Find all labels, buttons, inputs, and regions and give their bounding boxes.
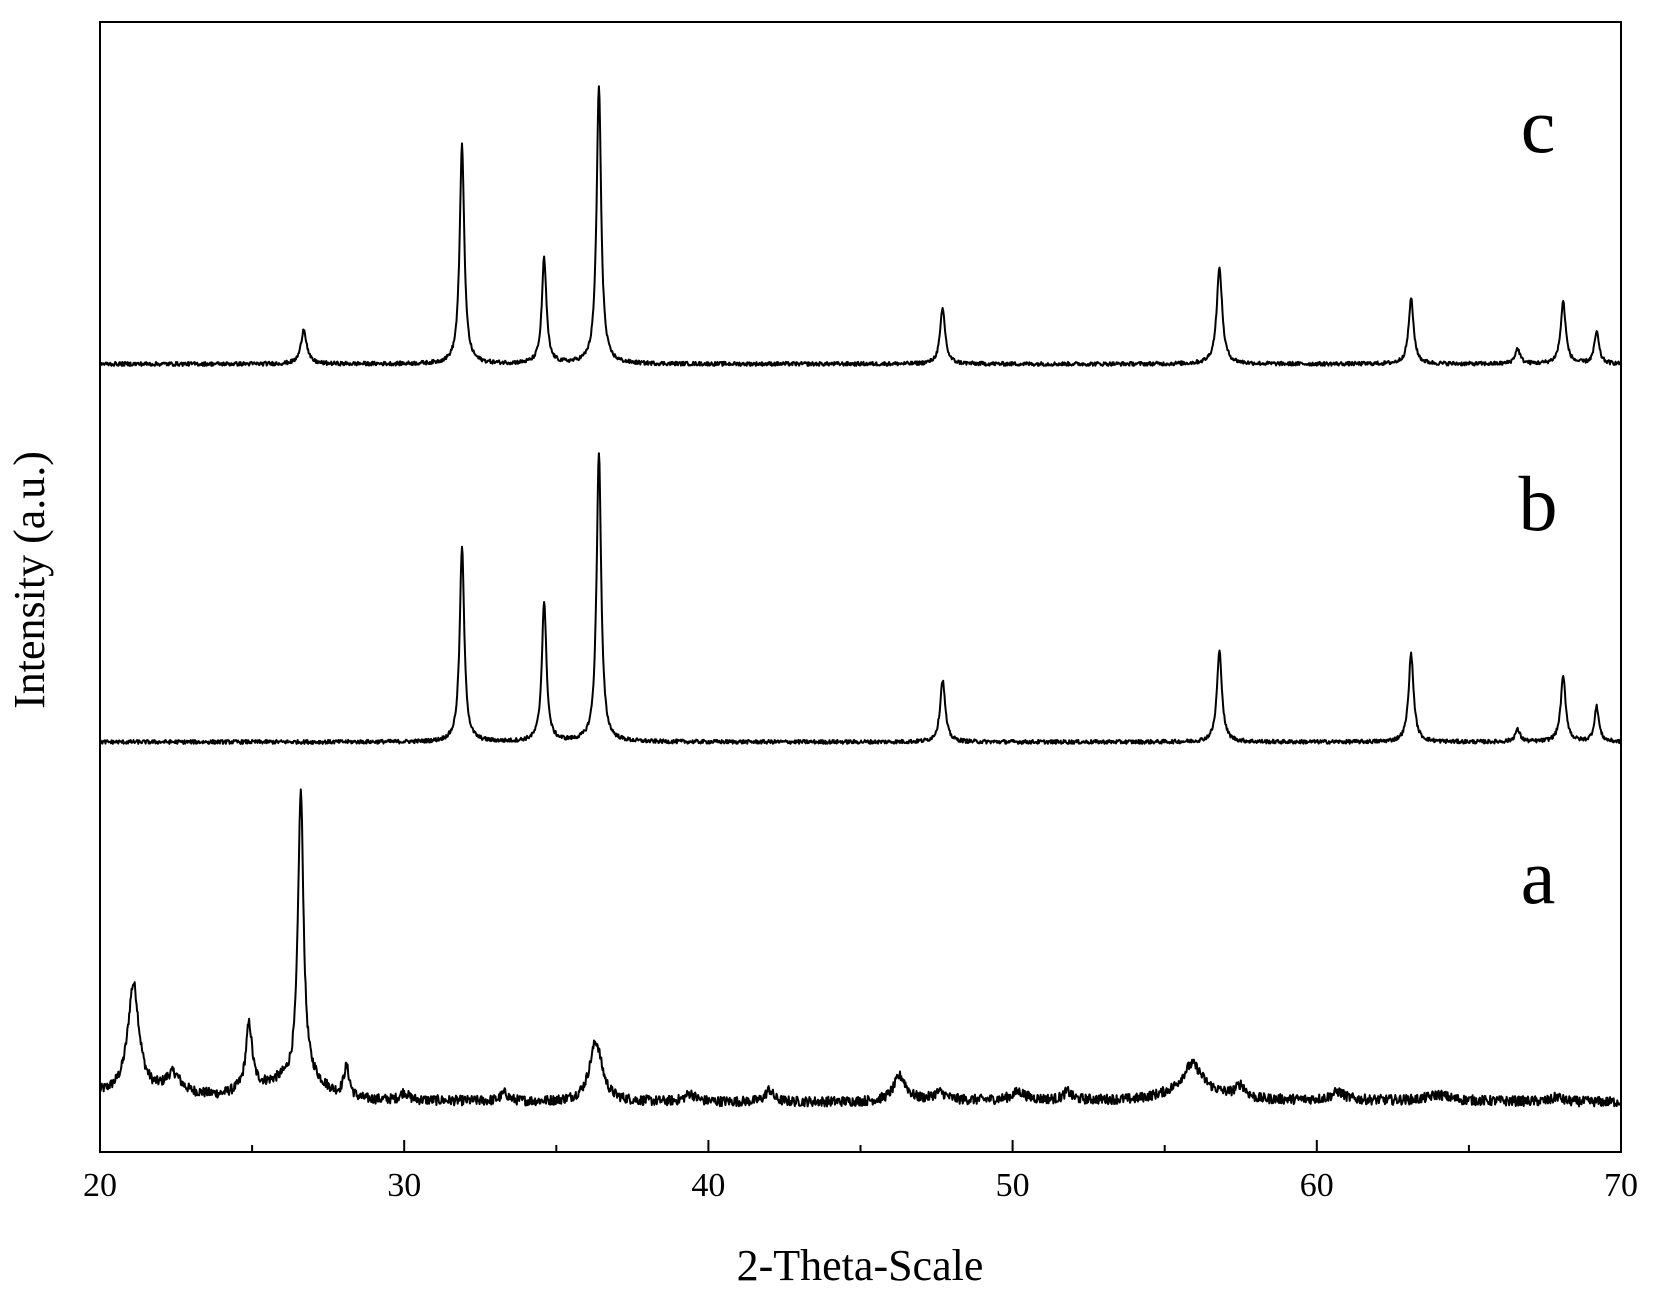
x-axis-ticks	[99, 1140, 1622, 1152]
x-tick-label: 40	[691, 1167, 725, 1204]
x-tick-label: 70	[1604, 1167, 1638, 1204]
series-label-a: a	[1521, 833, 1556, 920]
y-axis-label: Intensity (a.u.)	[5, 451, 54, 709]
series-label-c: c	[1521, 82, 1556, 169]
x-axis-tick-labels: 20 30 40 50 60 70	[83, 1167, 1638, 1204]
series-line-a	[99, 788, 1622, 1108]
series-label-b: b	[1519, 460, 1558, 547]
x-axis-label: 2-Theta-Scale	[737, 1241, 984, 1290]
series-labels: a b c	[1519, 82, 1558, 920]
series-line-b	[99, 452, 1622, 745]
x-tick-label: 60	[1300, 1167, 1334, 1204]
plot-frame	[99, 21, 1622, 1153]
series-lines	[99, 85, 1622, 1108]
x-tick-label: 20	[83, 1167, 117, 1204]
series-line-c	[99, 85, 1622, 367]
x-tick-label: 30	[387, 1167, 421, 1204]
x-tick-label: 50	[996, 1167, 1030, 1204]
